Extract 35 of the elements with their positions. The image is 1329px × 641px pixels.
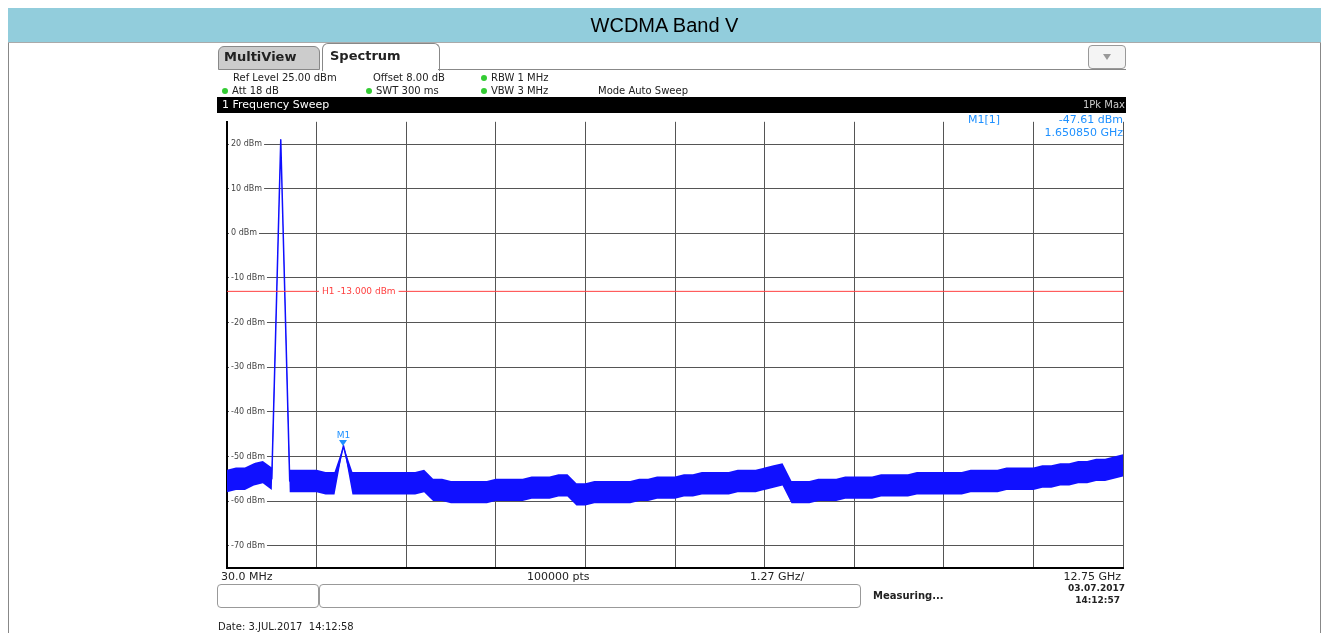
y-tick-label: -60 dBm	[231, 496, 266, 506]
annotation: -47.61 dBm	[1058, 113, 1123, 126]
text: 100000 pts	[527, 570, 590, 583]
text: Mode Auto Sweep	[598, 85, 688, 96]
text: Att 18 dB	[232, 85, 279, 96]
text: Ref Level 25.00 dBm	[233, 72, 337, 83]
y-tick-label: 0 dBm	[231, 228, 258, 238]
annotation: 1.650850 GHz	[1044, 126, 1123, 139]
y-tick-label: -30 dBm	[231, 362, 266, 372]
text: VBW 3 MHz	[491, 85, 549, 96]
text: Date: 3.JUL.2017 14:12:58	[218, 621, 354, 632]
y-tick-label: 10 dBm	[231, 183, 263, 193]
annotation: M1	[336, 429, 351, 440]
text: Offset 8.00 dB	[373, 72, 445, 83]
text: 30.0 MHz	[221, 570, 273, 583]
y-tick-label: -40 dBm	[231, 406, 266, 416]
text: 1 Frequency Sweep	[222, 98, 330, 111]
text: 14:12:57	[1075, 595, 1120, 605]
text: Measuring...	[873, 590, 944, 601]
text: Spectrum	[330, 48, 401, 63]
text: 1.27 GHz/	[750, 570, 805, 583]
y-tick-label: -70 dBm	[231, 540, 266, 550]
text: 12.75 GHz	[1063, 570, 1121, 583]
y-tick-label: -10 dBm	[231, 273, 266, 283]
y-tick-label: 20 dBm	[231, 139, 263, 149]
text: 03.07.2017	[1068, 583, 1125, 593]
text: MultiView	[224, 49, 297, 64]
text: 1Pk Max	[1082, 99, 1125, 110]
ref-line-label: H1 -13.000 dBm	[322, 285, 396, 296]
text: RBW 1 MHz	[491, 72, 549, 83]
chart-title: WCDMA Band V	[590, 14, 739, 36]
text: SWT 300 ms	[376, 85, 439, 96]
y-tick-label: -50 dBm	[231, 451, 266, 461]
annotation: M1[1]	[968, 113, 1001, 126]
y-tick-label: -20 dBm	[231, 317, 266, 327]
